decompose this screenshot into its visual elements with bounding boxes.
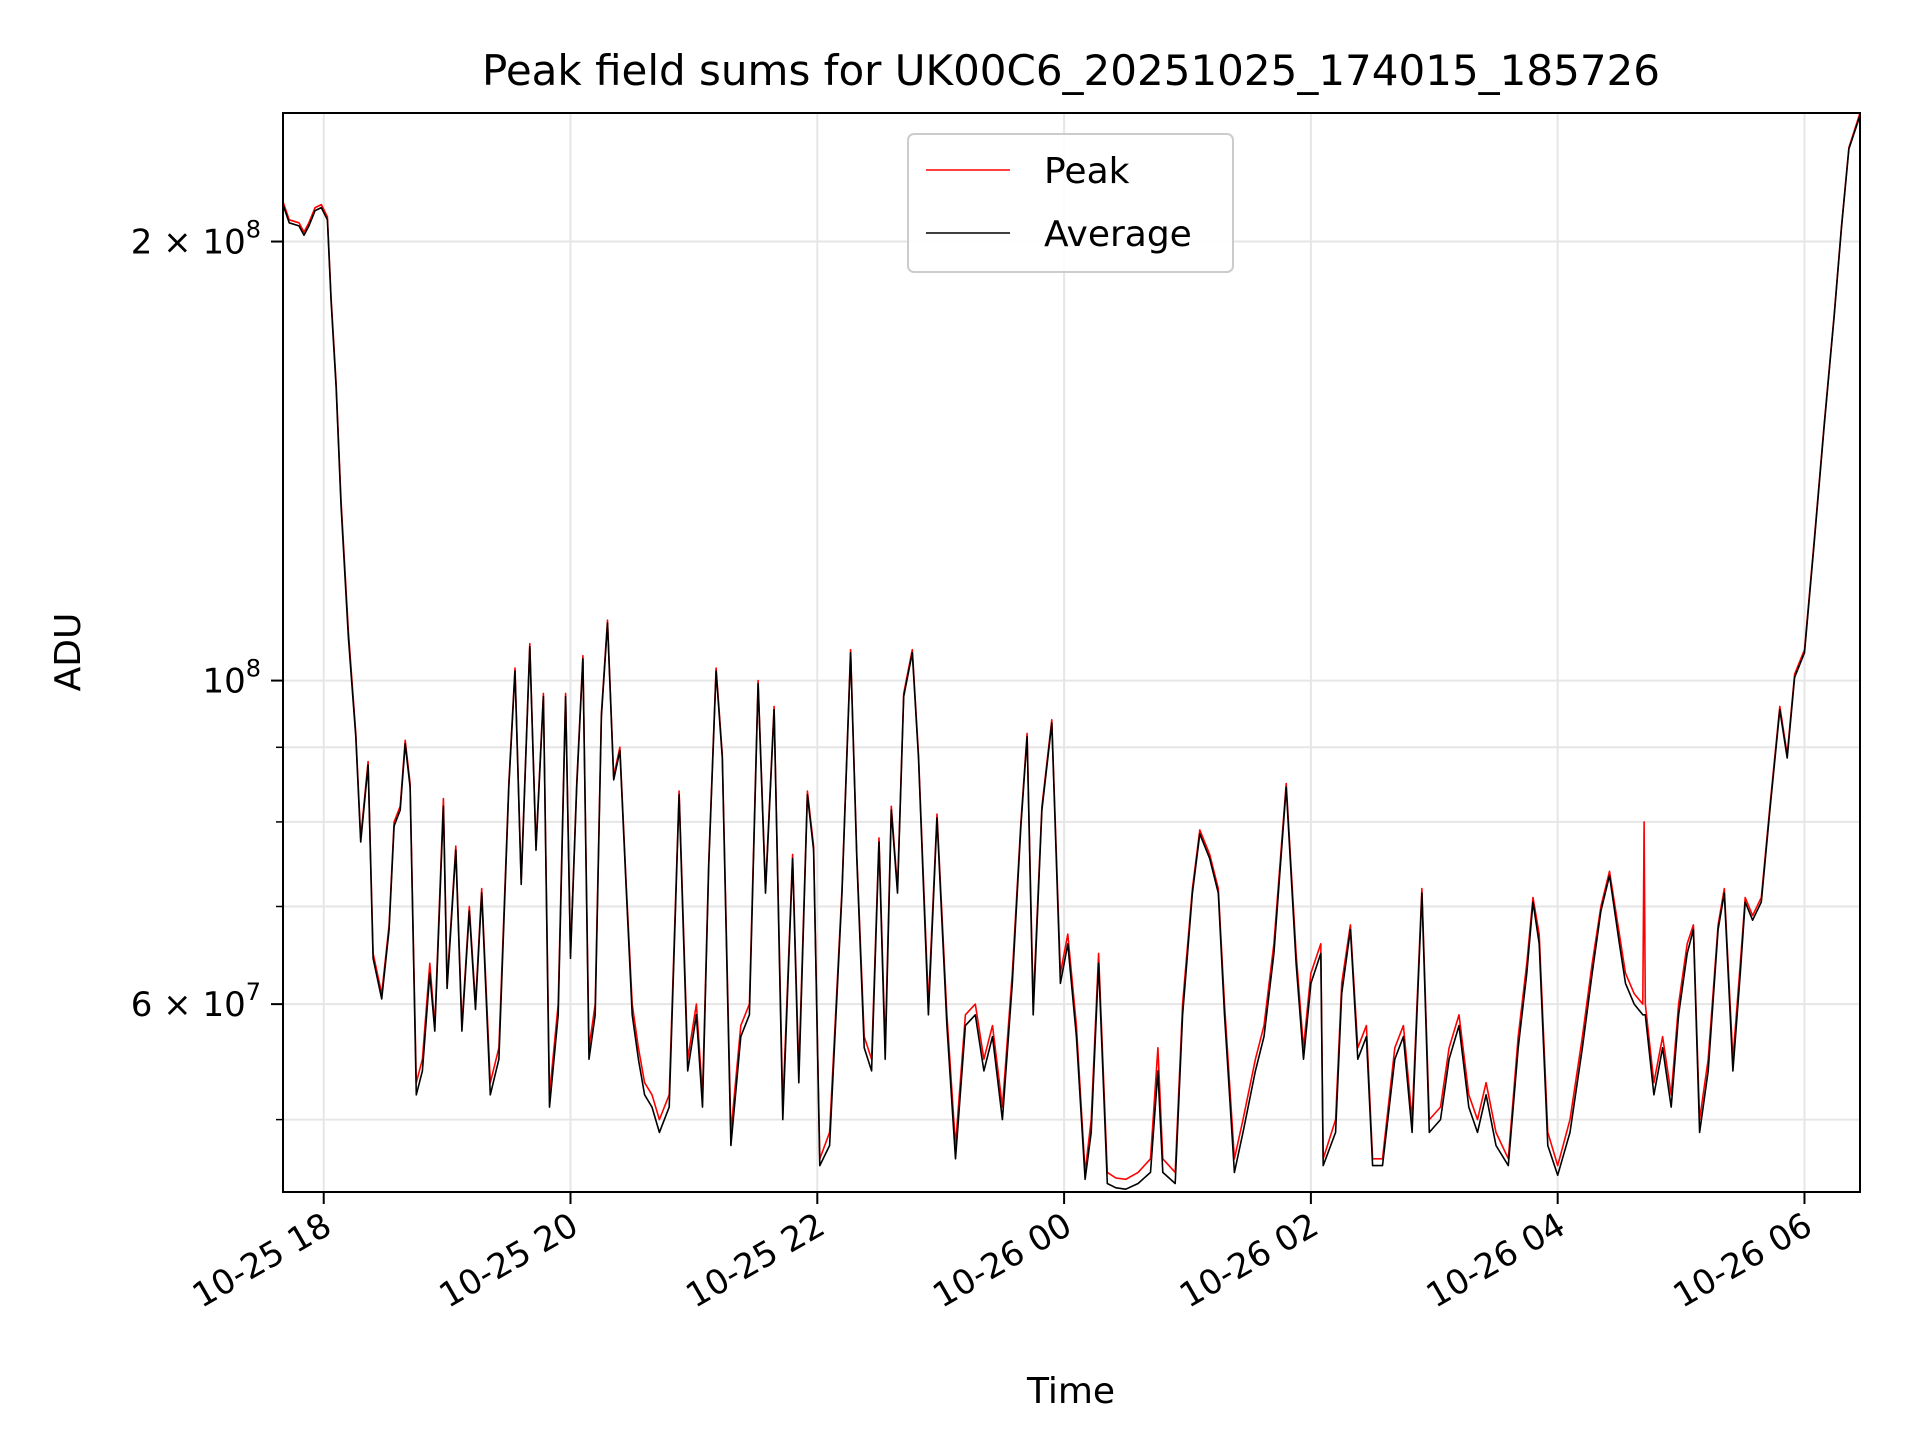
y-tick-label: 2 × 108 <box>131 216 261 263</box>
legend-box <box>907 133 1234 273</box>
series-layer <box>282 112 1861 1190</box>
series-line-average <box>282 115 1861 1190</box>
series-line-peak <box>282 112 1861 1181</box>
y-axis: 2 × 108 108 6 × 107 <box>131 216 283 1121</box>
plot-frame <box>282 112 1861 1193</box>
y-tick-label: 6 × 107 <box>131 978 261 1025</box>
legend-label-average: Average <box>1044 214 1192 255</box>
legend: Peak Average <box>907 133 1234 273</box>
y-tick-label: 108 <box>202 655 261 702</box>
x-axis-label: Time <box>1026 1371 1115 1412</box>
y-axis-label: ADU <box>48 613 89 692</box>
legend-label-peak: Peak <box>1044 151 1130 192</box>
chart-title: Peak field sums for UK00C6_20251025_1740… <box>482 46 1660 95</box>
